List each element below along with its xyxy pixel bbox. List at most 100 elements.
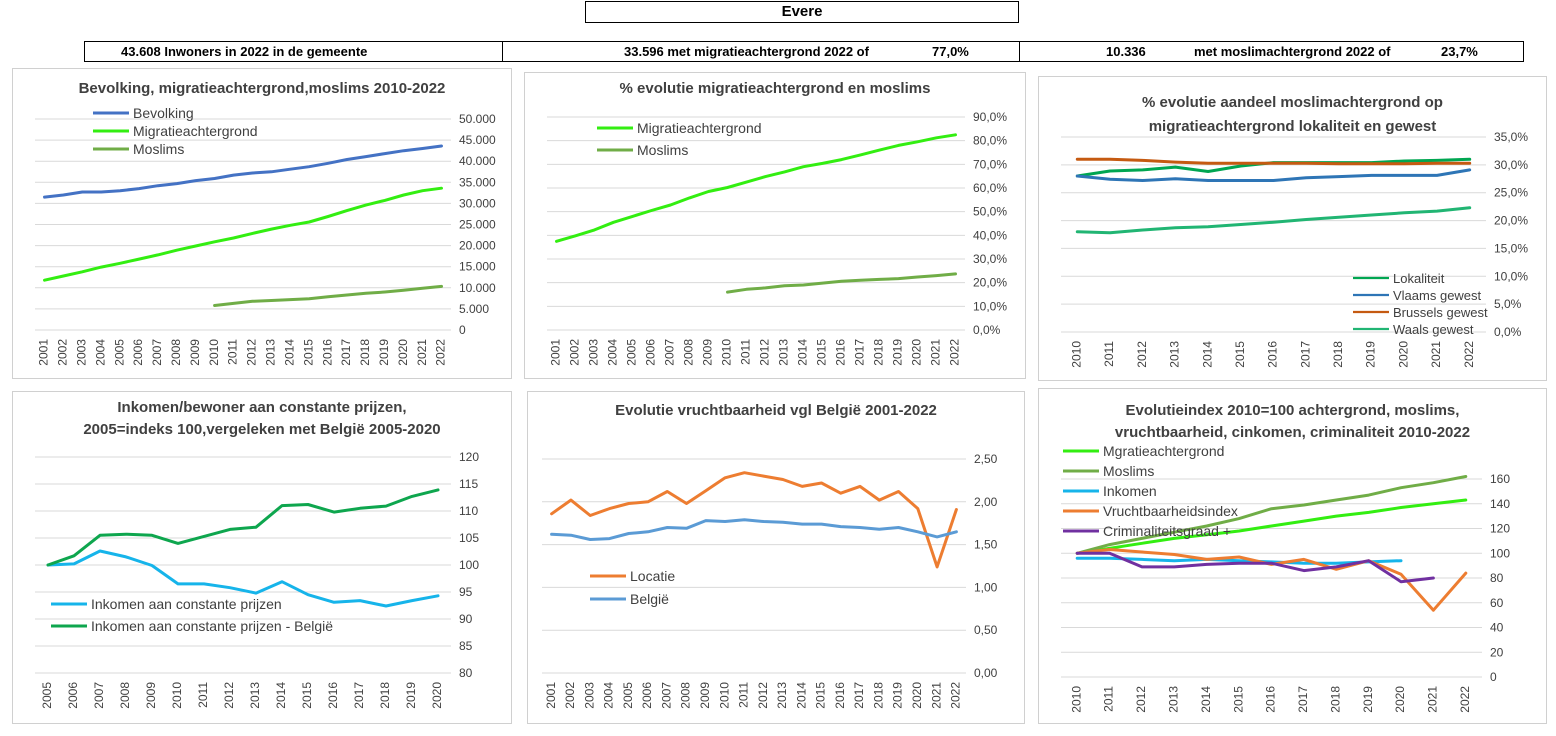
- x-tick-label: 2017: [853, 339, 867, 366]
- y-tick-label: 100: [1490, 546, 1510, 560]
- x-tick-label: 2006: [644, 339, 658, 366]
- legend-label: Bevolking: [133, 105, 194, 121]
- x-tick-label: 2017: [1296, 686, 1310, 713]
- chart-pct-evolution: % evolutie migratieachtergrond en moslim…: [547, 80, 1007, 366]
- x-tick-label: 2014: [1200, 341, 1214, 368]
- x-tick-label: 2016: [320, 339, 334, 366]
- x-tick-label: 2010: [1070, 341, 1084, 368]
- muslim-pct: 23,7%: [1441, 44, 1478, 59]
- legend-label: Migratieachtergrond: [637, 120, 762, 136]
- y-tick-label: 15.000: [459, 260, 496, 274]
- x-tick-label: 2021: [1426, 686, 1440, 713]
- y-tick-label: 40,0%: [973, 228, 1007, 242]
- y-tick-label: 25,0%: [1494, 186, 1528, 200]
- muslim-label: met moslimachtergrond 2022 of: [1194, 44, 1391, 59]
- chart-title: % evolutie migratieachtergrond en moslim…: [620, 80, 931, 97]
- chart-panel-index: Evolutieindex 2010=100 achtergrond, mosl…: [1038, 388, 1547, 724]
- x-tick-label: 2002: [56, 339, 70, 366]
- y-tick-label: 95: [459, 585, 473, 599]
- legend-label: Brussels gewest: [1393, 305, 1488, 320]
- x-tick-label: 2010: [170, 682, 184, 709]
- y-tick-label: 40.000: [459, 154, 496, 168]
- x-tick-label: 2013: [1167, 686, 1181, 713]
- x-tick-label: 2008: [118, 682, 132, 709]
- y-tick-label: 0,0%: [1494, 325, 1522, 339]
- x-tick-label: 2016: [1264, 686, 1278, 713]
- chart-muslim-share: % evolutie aandeel moslimachtergrond op m…: [1061, 94, 1528, 368]
- y-tick-label: 15,0%: [1494, 241, 1528, 255]
- x-tick-label: 2009: [144, 682, 158, 709]
- x-tick-label: 2008: [679, 682, 693, 709]
- population-stat: 43.608 Inwoners in 2022 in de gemeente: [121, 44, 368, 59]
- y-tick-label: 70,0%: [973, 157, 1007, 171]
- legend-label: Moslims: [133, 141, 184, 157]
- y-tick-label: 0,0%: [973, 323, 1001, 337]
- x-tick-label: 2005: [625, 339, 639, 366]
- x-tick-label: 2009: [698, 682, 712, 709]
- series-line-migratieachtergrond: [555, 133, 957, 243]
- chart-panel-population: Bevolking, migratieachtergrond,moslims 2…: [12, 68, 512, 379]
- x-tick-label: 2011: [196, 682, 210, 708]
- y-tick-label: 40: [1490, 621, 1504, 635]
- chart-title: Inkomen/bewoner aan constante prijzen,: [117, 399, 406, 416]
- x-tick-label: 2001: [549, 339, 563, 366]
- x-tick-label: 2013: [248, 682, 262, 709]
- x-tick-label: 2014: [1199, 686, 1213, 713]
- x-tick-label: 2018: [872, 339, 886, 366]
- summary-bar: 43.608 Inwoners in 2022 in de gemeente 3…: [84, 41, 1524, 62]
- legend-label: Migratieachtergrond: [133, 123, 258, 139]
- y-tick-label: 2,50: [974, 452, 998, 466]
- x-tick-label: 2010: [1069, 686, 1083, 713]
- x-tick-label: 2018: [378, 682, 392, 709]
- page-title: Evere: [585, 1, 1019, 23]
- x-tick-label: 2004: [93, 339, 107, 366]
- legend-label: Inkomen aan constante prijzen - België: [91, 618, 333, 634]
- x-tick-label: 2005: [40, 682, 54, 709]
- chart-income: Inkomen/bewoner aan constante prijzen, 20…: [35, 399, 479, 709]
- x-tick-label: 2010: [717, 682, 731, 709]
- x-tick-label: 2008: [169, 339, 183, 366]
- y-tick-label: 80,0%: [973, 134, 1007, 148]
- y-tick-label: 0,00: [974, 666, 998, 680]
- series-line-moslims: [1075, 475, 1468, 555]
- chart-panel-income: Inkomen/bewoner aan constante prijzen, 20…: [12, 391, 512, 724]
- series-line-inkomen-aan-constante-prijzen: [46, 549, 440, 608]
- x-tick-label: 2012: [756, 682, 770, 709]
- y-tick-label: 80: [1490, 571, 1504, 585]
- x-tick-label: 2014: [796, 339, 810, 366]
- chart-title: % evolutie aandeel moslimachtergrond op: [1142, 94, 1443, 111]
- chart-title: migratieachtergrond lokaliteit en gewest: [1149, 118, 1437, 135]
- y-tick-label: 1,00: [974, 580, 998, 594]
- y-tick-label: 115: [459, 477, 478, 491]
- x-tick-label: 2016: [326, 682, 340, 709]
- x-tick-label: 2019: [377, 339, 391, 366]
- x-tick-label: 2009: [701, 339, 715, 366]
- x-tick-label: 2019: [404, 682, 418, 709]
- legend-label: Locatie: [630, 568, 675, 584]
- y-tick-label: 10,0%: [1494, 269, 1528, 283]
- y-tick-label: 35,0%: [1494, 130, 1528, 144]
- legend-label: Inkomen: [1103, 483, 1157, 499]
- x-tick-label: 2002: [563, 682, 577, 709]
- x-tick-label: 2013: [1168, 341, 1182, 368]
- x-tick-label: 2011: [739, 339, 753, 365]
- y-tick-label: 105: [459, 531, 479, 545]
- y-tick-label: 45.000: [459, 133, 496, 147]
- y-tick-label: 30,0%: [973, 252, 1007, 266]
- chart-panel-pct-evolution: % evolutie migratieachtergrond en moslim…: [524, 72, 1026, 379]
- y-tick-label: 50,0%: [973, 205, 1007, 219]
- chart-title: Evolutieindex 2010=100 achtergrond, mosl…: [1126, 402, 1460, 419]
- x-tick-label: 2010: [207, 339, 221, 366]
- x-tick-label: 2010: [720, 339, 734, 366]
- x-tick-label: 2022: [1458, 686, 1472, 713]
- y-tick-label: 60,0%: [973, 181, 1007, 195]
- x-tick-label: 2015: [300, 682, 314, 709]
- x-tick-label: 2015: [301, 339, 315, 366]
- y-tick-label: 110: [459, 504, 478, 518]
- x-tick-label: 2011: [737, 682, 751, 708]
- x-tick-label: 2007: [92, 682, 106, 709]
- series-line-inkomen: [1075, 556, 1403, 565]
- chart-index: Evolutieindex 2010=100 achtergrond, mosl…: [1061, 402, 1510, 713]
- x-tick-label: 2022: [949, 682, 963, 709]
- x-tick-label: 2015: [815, 339, 829, 366]
